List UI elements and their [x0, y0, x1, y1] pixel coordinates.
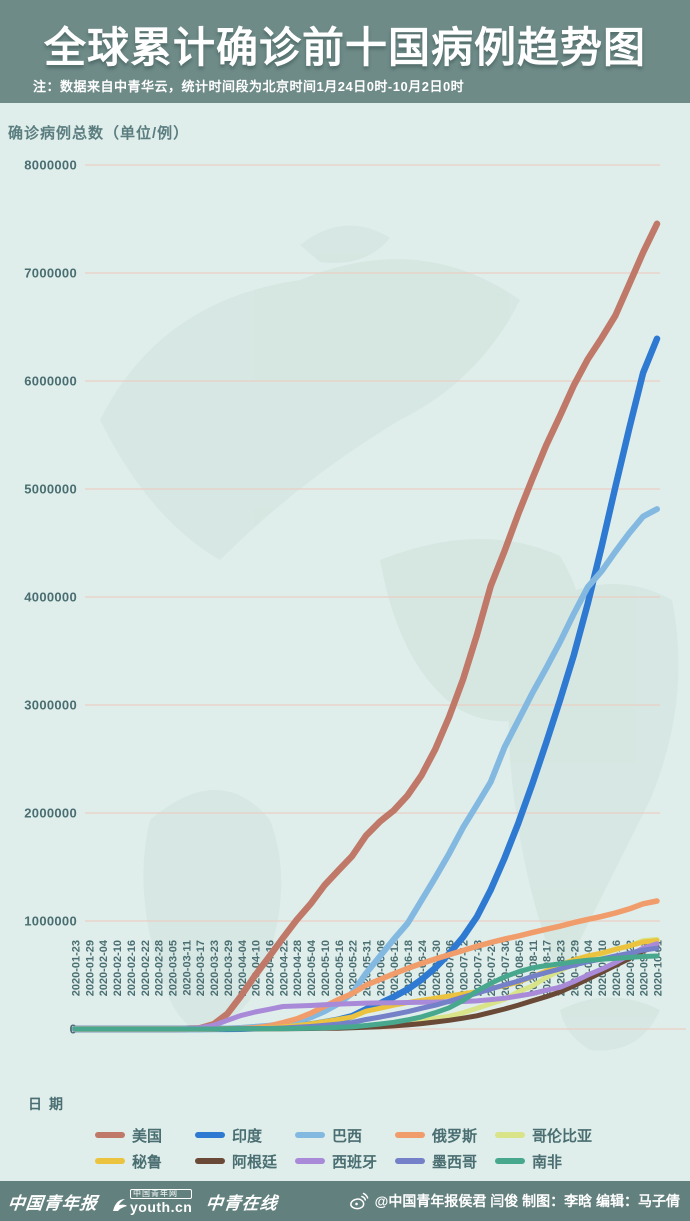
logo-youth-cn: 中国青年网 youth.cn — [112, 1188, 193, 1215]
x-tick-label: 2020-07-18 — [472, 940, 484, 996]
legend-swatch — [495, 1132, 525, 1138]
legend-label: 俄罗斯 — [432, 1127, 478, 1145]
legend-item-印度: 印度 — [195, 1125, 295, 1146]
legend-label: 西班牙 — [332, 1153, 378, 1171]
x-tick-label: 2020-05-16 — [334, 940, 346, 996]
legend-row: 秘鲁 阿根廷 西班牙 墨西哥 南非 — [0, 1148, 690, 1174]
legend-item-美国: 美国 — [95, 1125, 195, 1146]
credits-text: @中国青年报侯君 闫俊 制图：李晗 编辑：马子倩 — [374, 1193, 680, 1209]
x-tick-label: 2020-02-28 — [154, 940, 166, 996]
x-tick-label: 2020-03-29 — [223, 940, 235, 996]
y-tick-labels: 0100000020000003000000400000050000006000… — [24, 158, 77, 1037]
world-map-watermark — [100, 225, 679, 1051]
dove-icon — [113, 1198, 127, 1211]
line-南非 — [72, 953, 660, 1032]
legend-item-阿根廷: 阿根廷 — [195, 1151, 295, 1172]
legend-swatch — [195, 1132, 225, 1138]
legend-item-墨西哥: 墨西哥 — [395, 1151, 495, 1172]
x-tick-label: 2020-04-28 — [292, 940, 304, 996]
data-lines — [71, 220, 661, 1033]
legend: 美国 印度 巴西 俄罗斯 哥伦比亚秘鲁 阿根廷 西班牙 墨西哥 南非 — [0, 1122, 690, 1174]
legend-label: 印度 — [232, 1127, 263, 1145]
legend-row: 美国 印度 巴西 俄罗斯 哥伦比亚 — [0, 1122, 690, 1148]
legend-swatch — [95, 1132, 125, 1138]
landmass-shape — [300, 225, 390, 263]
x-tick-label: 2020-03-17 — [195, 940, 207, 996]
credits: @中国青年报侯君 闫俊 制图：李晗 编辑：马子倩 — [349, 1191, 690, 1211]
weibo-icon — [349, 1192, 368, 1210]
youth-cn-badge: 中国青年网 — [130, 1188, 193, 1199]
x-tick-label: 2020-02-04 — [98, 939, 110, 996]
y-tick-label: 8000000 — [24, 158, 77, 173]
y-tick-label: 2000000 — [24, 806, 77, 821]
legend-label: 哥伦比亚 — [532, 1127, 593, 1145]
youth-cn-text: youth.cn — [130, 1198, 193, 1215]
x-tick-label: 2020-03-23 — [209, 940, 221, 996]
legend-label: 阿根廷 — [232, 1153, 278, 1171]
y-tick-label: 3000000 — [24, 698, 77, 713]
legend-swatch — [295, 1132, 325, 1138]
legend-item-巴西: 巴西 — [295, 1125, 395, 1146]
x-tick-label: 2020-01-29 — [84, 940, 96, 996]
landmass-shape — [560, 997, 660, 1051]
x-tick-label: 2020-06-24 — [417, 939, 429, 996]
legend-swatch — [195, 1158, 225, 1164]
x-axis-title: 日期 — [28, 1096, 70, 1112]
x-tick-label: 2020-03-11 — [181, 940, 193, 996]
y-tick-label: 4000000 — [24, 590, 77, 605]
x-tick-label: 2020-05-04 — [306, 939, 318, 996]
legend-item-南非: 南非 — [495, 1151, 595, 1172]
legend-label: 南非 — [532, 1153, 563, 1171]
legend-label: 巴西 — [332, 1127, 363, 1145]
y-axis-title: 确诊病例总数（单位/例） — [8, 125, 190, 142]
footer-logos: 中国青年报 中国青年网 youth.cn 中青在线 — [0, 1188, 280, 1215]
header-banner: 全球累计确诊前十国病例趋势图 注：数据来自中青华云，统计时间段为北京时间1月24… — [0, 0, 690, 103]
y-tick-label: 1000000 — [24, 914, 77, 929]
y-tick-label: 7000000 — [24, 266, 77, 281]
legend-swatch — [395, 1158, 425, 1164]
legend-label: 秘鲁 — [132, 1153, 163, 1171]
x-tick-label: 2020-02-22 — [140, 940, 152, 996]
x-tick-label: 2020-01-23 — [71, 940, 83, 996]
x-tick-label: 2020-07-12 — [458, 940, 470, 996]
logo-zhongqing-online: 中青在线 — [205, 1193, 280, 1214]
x-tick-label: 2020-02-10 — [112, 940, 124, 996]
x-tick-label: 2020-02-16 — [126, 940, 138, 996]
landmass-shape — [100, 259, 520, 560]
x-tick-label: 2020-04-04 — [237, 939, 249, 996]
line-chart: 0100000020000003000000400000050000006000… — [24, 158, 686, 1051]
x-tick-label: 2020-05-10 — [320, 940, 332, 996]
legend-item-哥伦比亚: 哥伦比亚 — [495, 1125, 595, 1146]
x-tick-label: 2020-09-04 — [583, 939, 595, 996]
x-tick-label: 2020-03-05 — [167, 940, 179, 996]
legend-item-西班牙: 西班牙 — [295, 1151, 395, 1172]
logo-china-youth-daily: 中国青年报 — [6, 1193, 99, 1214]
x-tick-labels: 2020-01-23 2020-01-29 2020-02-04 2020-02-10… — [71, 939, 665, 996]
legend-label: 墨西哥 — [432, 1153, 478, 1171]
x-tick-label: 2020-04-22 — [278, 940, 290, 996]
legend-item-俄罗斯: 俄罗斯 — [395, 1125, 495, 1146]
legend-label: 美国 — [132, 1127, 163, 1145]
data-source-note: 注：数据来自中青华云，统计时间段为北京时间1月24日0时-10月2日0时 — [33, 79, 465, 94]
footer-bar: 中国青年报 中国青年网 youth.cn 中青在线 @中国青年报侯君 闫俊 制图… — [0, 1181, 690, 1221]
legend-item-秘鲁: 秘鲁 — [95, 1151, 195, 1172]
landmass-shape — [143, 790, 282, 1031]
y-tick-label: 5000000 — [24, 482, 77, 497]
y-tick-label: 6000000 — [24, 374, 77, 389]
legend-swatch — [95, 1158, 125, 1164]
legend-swatch — [395, 1132, 425, 1138]
x-tick-label: 2020-06-12 — [389, 940, 401, 996]
legend-swatch — [495, 1158, 525, 1164]
legend-swatch — [295, 1158, 325, 1164]
poster-title: 全球累计确诊前十国病例趋势图 — [43, 24, 646, 71]
